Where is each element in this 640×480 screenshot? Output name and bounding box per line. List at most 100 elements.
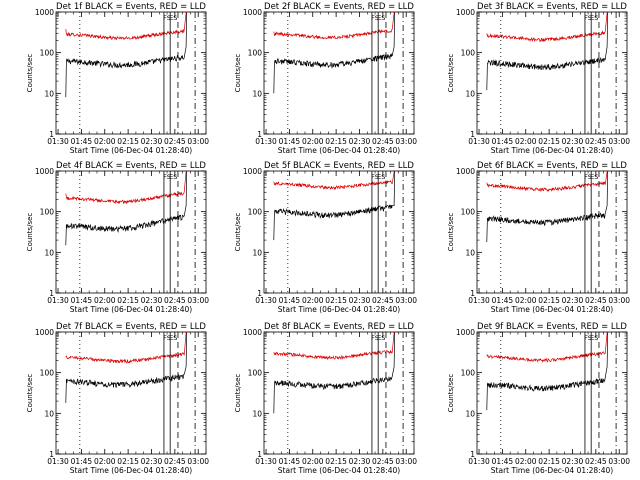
- events-series-line: [273, 170, 396, 241]
- x-tick-label: 01:30: [47, 296, 69, 305]
- x-axis-label: Start Time (06-Dec-04 01:28:40): [70, 146, 192, 155]
- y-tick-label: 1000: [35, 328, 54, 337]
- x-tick-label: 01:30: [468, 296, 490, 305]
- marker-annotation: FS: [371, 334, 379, 342]
- lld-series-line: [65, 331, 187, 364]
- y-axis-label: Counts/sec: [26, 374, 34, 413]
- x-tick-label: 01:30: [468, 137, 490, 146]
- x-axis-label: Start Time (06-Dec-04 01:28:40): [491, 466, 613, 475]
- y-tick-label: 100: [40, 208, 55, 217]
- x-tick-label: 02:15: [325, 457, 347, 466]
- x-tick-label: 02:45: [585, 457, 607, 466]
- x-tick-label: 02:15: [325, 137, 347, 146]
- x-tick-label: 02:45: [164, 296, 186, 305]
- y-tick-label: 1: [49, 130, 54, 139]
- x-axis-label: Start Time (06-Dec-04 01:28:40): [491, 146, 613, 155]
- detector-panel-9: Det 9f BLACK = Events, RED = LLD 1 10 100 10…: [447, 322, 630, 475]
- y-tick-label: 10: [44, 409, 54, 418]
- x-tick-label: 03:00: [187, 296, 209, 305]
- panel-title: Det 8f BLACK = Events, RED = LLD: [264, 322, 414, 332]
- lld-series-line: [486, 11, 608, 43]
- marker-annotation: ES: [377, 334, 385, 342]
- events-series-line: [486, 11, 609, 91]
- x-tick-label: 03:00: [395, 457, 417, 466]
- detector-panel-5: Det 5f BLACK = Events, RED = LLD 1 10 100 10…: [234, 161, 417, 314]
- x-tick-label: 02:00: [94, 457, 116, 466]
- y-tick-label: 10: [252, 89, 262, 98]
- x-tick-label: 02:30: [562, 137, 584, 146]
- marker-annotation: ES: [169, 173, 177, 181]
- detector-panel-8: Det 8f BLACK = Events, RED = LLD 1 10 100 10…: [234, 322, 417, 475]
- lld-series-line: [273, 170, 395, 190]
- marker-annotation: FS: [584, 14, 592, 22]
- x-tick-label: 03:00: [395, 137, 417, 146]
- y-tick-label: 100: [40, 369, 55, 378]
- y-tick-label: 10: [44, 248, 54, 257]
- y-axis-label: Counts/sec: [234, 213, 242, 252]
- y-tick-label: 10: [252, 248, 262, 257]
- x-tick-label: 02:45: [585, 137, 607, 146]
- y-tick-label: 10: [44, 89, 54, 98]
- events-series-line: [273, 331, 396, 414]
- x-tick-label: 03:00: [395, 296, 417, 305]
- lld-series-line: [65, 11, 187, 41]
- y-axis-label: Counts/sec: [234, 374, 242, 413]
- panel-title: Det 9f BLACK = Events, RED = LLD: [477, 322, 627, 332]
- detector-panel-7: Det 7f BLACK = Events, RED = LLD 1 10 100 10…: [26, 322, 209, 475]
- plot-frame: [476, 170, 628, 294]
- x-tick-label: 02:15: [538, 296, 560, 305]
- panel-title: Det 6f BLACK = Events, RED = LLD: [477, 161, 627, 171]
- x-tick-label: 01:45: [71, 457, 93, 466]
- y-axis-label: Counts/sec: [447, 54, 455, 93]
- x-tick-label: 01:45: [71, 296, 93, 305]
- y-tick-label: 100: [461, 49, 476, 58]
- x-tick-label: 02:00: [515, 137, 537, 146]
- plot-frame: [55, 11, 207, 135]
- y-tick-label: 10: [465, 248, 475, 257]
- y-tick-label: 1: [49, 450, 54, 459]
- y-tick-label: 1: [470, 450, 475, 459]
- x-tick-label: 01:45: [492, 137, 514, 146]
- panel-title: Det 7f BLACK = Events, RED = LLD: [56, 322, 206, 332]
- y-tick-label: 1: [49, 289, 54, 298]
- x-tick-label: 03:00: [608, 137, 630, 146]
- panel-title: Det 5f BLACK = Events, RED = LLD: [264, 161, 414, 171]
- x-tick-label: 03:00: [608, 457, 630, 466]
- x-tick-label: 02:00: [302, 296, 324, 305]
- x-tick-label: 02:30: [141, 137, 163, 146]
- detector-panel-4: Det 4f BLACK = Events, RED = LLD 1 10 100 10…: [26, 161, 209, 314]
- x-tick-label: 02:00: [515, 296, 537, 305]
- y-tick-label: 1: [257, 289, 262, 298]
- marker-annotation: FS: [584, 334, 592, 342]
- y-axis-label: Counts/sec: [447, 374, 455, 413]
- x-tick-label: 03:00: [187, 457, 209, 466]
- x-tick-label: 02:00: [94, 296, 116, 305]
- y-tick-label: 10: [465, 89, 475, 98]
- y-tick-label: 1000: [456, 167, 475, 176]
- x-tick-label: 02:30: [349, 137, 371, 146]
- panel-title: Det 2f BLACK = Events, RED = LLD: [264, 2, 414, 12]
- x-axis-label: Start Time (06-Dec-04 01:28:40): [491, 305, 613, 314]
- marker-annotation: ES: [377, 14, 385, 22]
- x-tick-label: 02:45: [164, 137, 186, 146]
- marker-annotation: FS: [163, 334, 171, 342]
- x-tick-label: 02:30: [141, 457, 163, 466]
- y-axis-label: Counts/sec: [447, 213, 455, 252]
- panel-title: Det 3f BLACK = Events, RED = LLD: [477, 2, 627, 12]
- x-tick-label: 01:30: [47, 457, 69, 466]
- x-axis-label: Start Time (06-Dec-04 01:28:40): [278, 146, 400, 155]
- plot-frame: [476, 331, 628, 455]
- x-tick-label: 03:00: [608, 296, 630, 305]
- x-tick-label: 02:00: [302, 137, 324, 146]
- y-tick-label: 100: [248, 208, 263, 217]
- y-tick-label: 1: [257, 130, 262, 139]
- marker-annotation: FS: [584, 173, 592, 181]
- x-tick-label: 02:15: [117, 296, 139, 305]
- lld-series-line: [486, 170, 608, 192]
- detector-panel-6: Det 6f BLACK = Events, RED = LLD 1 10 100 10…: [447, 161, 630, 314]
- y-tick-label: 1000: [243, 328, 262, 337]
- detector-panel-1: Det 1f BLACK = Events, RED = LLD 1 10 100 10…: [26, 2, 209, 155]
- x-axis-label: Start Time (06-Dec-04 01:28:40): [278, 305, 400, 314]
- x-tick-label: 01:45: [279, 457, 301, 466]
- panel-title: Det 4f BLACK = Events, RED = LLD: [56, 161, 206, 171]
